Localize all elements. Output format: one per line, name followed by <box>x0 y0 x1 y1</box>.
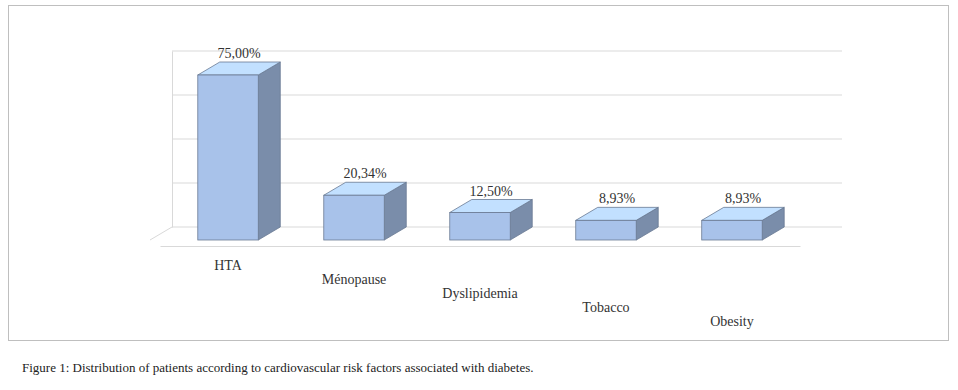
data-label: 12,50% <box>469 184 513 199</box>
bar <box>702 207 784 240</box>
bar-top <box>198 62 280 75</box>
bar-top <box>324 182 406 195</box>
x-tick-label: Obesity <box>710 314 754 329</box>
data-label: 20,34% <box>343 166 387 181</box>
bar <box>324 182 406 240</box>
x-tick: Obesity <box>710 246 754 329</box>
bar-front <box>198 75 258 240</box>
bar <box>576 207 658 240</box>
bar-front <box>450 213 510 241</box>
title: Figure 1: Distribution of patients accor… <box>22 360 534 375</box>
x-tick-label: Tobacco <box>582 300 629 315</box>
bar-front <box>702 220 762 240</box>
x-tick: Dyslipidemia <box>442 246 518 301</box>
bar-top <box>702 207 784 220</box>
bar <box>450 200 532 241</box>
bar-front <box>324 195 384 240</box>
bar-top <box>450 200 532 213</box>
x-tick: Tobacco <box>582 246 629 315</box>
y-axis <box>172 52 174 228</box>
grid-line <box>172 51 842 52</box>
x-tick: HTA <box>214 246 243 273</box>
bar-front <box>576 220 636 240</box>
x-tick: Ménopause <box>322 246 387 287</box>
bar <box>198 62 280 240</box>
x-tick-label: Ménopause <box>322 272 387 287</box>
x-tick-label: Dyslipidemia <box>442 286 518 301</box>
bars <box>198 62 784 240</box>
chart-frame <box>9 6 949 341</box>
floor-edge <box>150 227 172 240</box>
chart: 75,00% 20,34% 12,50% 8,93% 8,93% HTA Ménopause… <box>0 0 958 390</box>
x-axis: HTA Ménopause Dyslipidemia Tobacco Obesity <box>161 246 801 329</box>
x-tick-label: HTA <box>214 258 243 273</box>
bar-side <box>258 62 280 240</box>
data-label: 8,93% <box>725 191 762 206</box>
x-axis-line <box>161 246 801 247</box>
bar-top <box>576 207 658 220</box>
data-label: 8,93% <box>599 191 636 206</box>
data-label: 75,00% <box>217 46 261 61</box>
data-labels: 75,00% 20,34% 12,50% 8,93% 8,93% <box>217 46 761 206</box>
y-axis-line <box>172 52 173 228</box>
